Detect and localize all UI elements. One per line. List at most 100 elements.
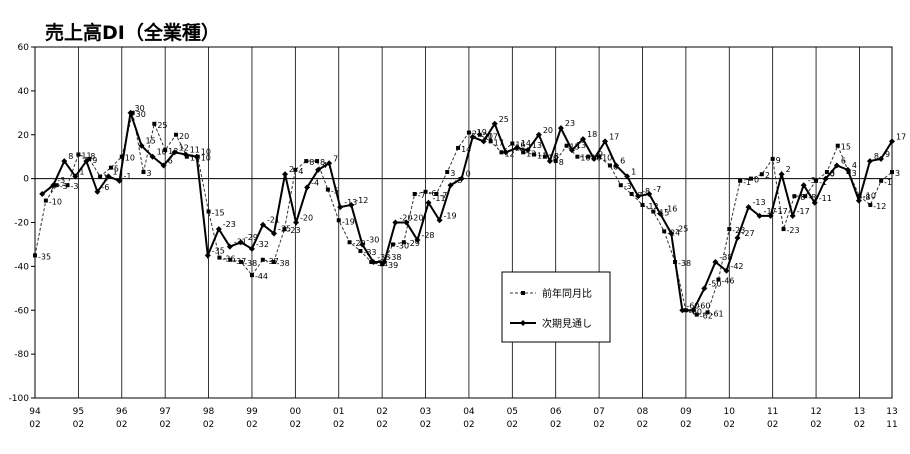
series-outlook-data-label: -19 [444,211,457,220]
series-outlook-data-label: 1 [79,167,84,176]
series-outlook-data-label: 9 [598,150,603,159]
x-tick-month: 02 [810,420,821,430]
series-yoy-data-label: -38 [277,259,290,268]
series-yoy-point [521,150,526,155]
series-outlook-data-label: 2 [289,165,294,174]
series-yoy-data-label: 9 [92,156,97,165]
series-yoy-data-label: -7 [439,191,447,200]
x-tick-month: 02 [593,420,604,430]
series-outlook-point [745,204,752,211]
series-outlook-data-label: 13 [576,141,586,150]
series-yoy-data-label: 11 [537,151,547,160]
series-outlook-data-label: -38 [388,253,401,262]
series-outlook-data-label: 15 [146,137,156,146]
series-yoy-point [532,152,537,157]
x-tick-month: 02 [246,420,257,430]
x-tick-year: 00 [290,407,302,417]
series-yoy-data-label: -1 [819,178,827,187]
series-outlook-point [414,237,421,244]
series-outlook-point [568,147,575,154]
series-outlook-point [767,212,774,219]
series-yoy-data-label: -12 [873,202,886,211]
series-outlook-data-label: -38 [377,253,390,262]
series-yoy-point [640,202,645,207]
series-yoy-data-label: 10 [201,154,211,163]
series-outlook-data-label: 17 [896,132,906,141]
x-tick-month: 02 [767,420,778,430]
x-tick-year: 94 [29,407,41,417]
series-outlook-point [259,221,266,228]
series-outlook-point [282,171,289,178]
x-tick-year: 10 [724,407,736,417]
x-tick-year: 13 [854,407,865,417]
series-outlook-point [877,155,884,162]
series-outlook-data-label: 14 [521,139,531,148]
x-tick-month: 02 [203,420,214,430]
x-tick-year: 09 [680,407,692,417]
series-yoy-point [618,183,623,188]
series-yoy-point [629,191,634,196]
x-tick-month: 02 [420,420,431,430]
series-outlook-point [61,158,68,165]
series-yoy-point [694,312,699,317]
series-yoy-data-label: 10 [602,154,612,163]
series-outlook-point [513,144,520,151]
series-outlook-data-label: 6 [620,156,625,165]
series-outlook-point [293,219,300,226]
series-outlook-data-label: -7 [653,185,661,194]
x-tick-year: 12 [810,407,821,417]
series-yoy-data-label: 9 [776,156,781,165]
series-outlook-data-label: -3 [455,176,463,185]
series-outlook-data-label: 4 [322,161,327,170]
series-outlook-data-label: 13 [532,141,542,150]
series-yoy-point [510,141,515,146]
series-yoy-data-label: -33 [363,248,376,257]
series-outlook-point [127,109,134,116]
x-tick-year: 02 [376,407,387,417]
series-outlook-point [105,173,112,180]
series-yoy-data-label: 30 [136,110,146,119]
series-outlook-point [116,177,123,184]
series-outlook-data-label: -60 [686,301,699,310]
series-yoy-point [390,242,395,247]
series-yoy-data-label: 14 [461,145,471,154]
series-outlook-point [646,190,653,197]
series-outlook-point [425,199,432,206]
series-yoy-point [651,209,656,214]
series-yoy-point [380,262,385,267]
series-outlook-data-label: 11 [190,145,200,154]
series-outlook-point [138,142,145,149]
series-outlook-point [304,184,311,191]
series-yoy-point [770,156,775,161]
series-outlook-data-label: -13 [753,198,766,207]
series-outlook-data-label: 0 [830,170,835,179]
series-yoy-data-label: 2 [765,171,770,180]
legend-yoy-label: 前年同月比 [542,287,592,300]
legend-outlook-label: 次期見通し [542,317,592,330]
series-outlook-point [535,131,542,138]
series-yoy-point [781,227,786,232]
series-outlook-data-label: 0 [466,170,471,179]
series-outlook-point [734,234,741,241]
series-outlook-point [226,243,233,250]
series-yoy-data-label: -29 [407,239,420,248]
series-yoy-data-label: -3 [624,182,632,191]
series-yoy-point [456,145,461,150]
series-outlook-point [855,197,862,204]
series-yoy-data-label: -3 [71,182,79,191]
series-outlook-point [248,245,255,252]
series-yoy-data-label: 20 [483,132,493,141]
chart-title: 売上高DI（全業種） [40,17,225,46]
series-outlook-point [83,158,90,165]
y-tick-label: 60 [18,43,30,53]
series-yoy-data-label: -8 [862,193,870,202]
series-outlook-point [403,219,410,226]
series-outlook-point [237,239,244,246]
series-outlook-point [502,149,509,156]
series-outlook-point [469,133,476,140]
series-outlook-data-label: 7 [333,154,338,163]
series-yoy-point [716,277,721,282]
series-yoy-data-label: 8 [559,158,564,167]
series-yoy-point [759,172,764,177]
series-outlook-data-label: -16 [664,205,677,214]
